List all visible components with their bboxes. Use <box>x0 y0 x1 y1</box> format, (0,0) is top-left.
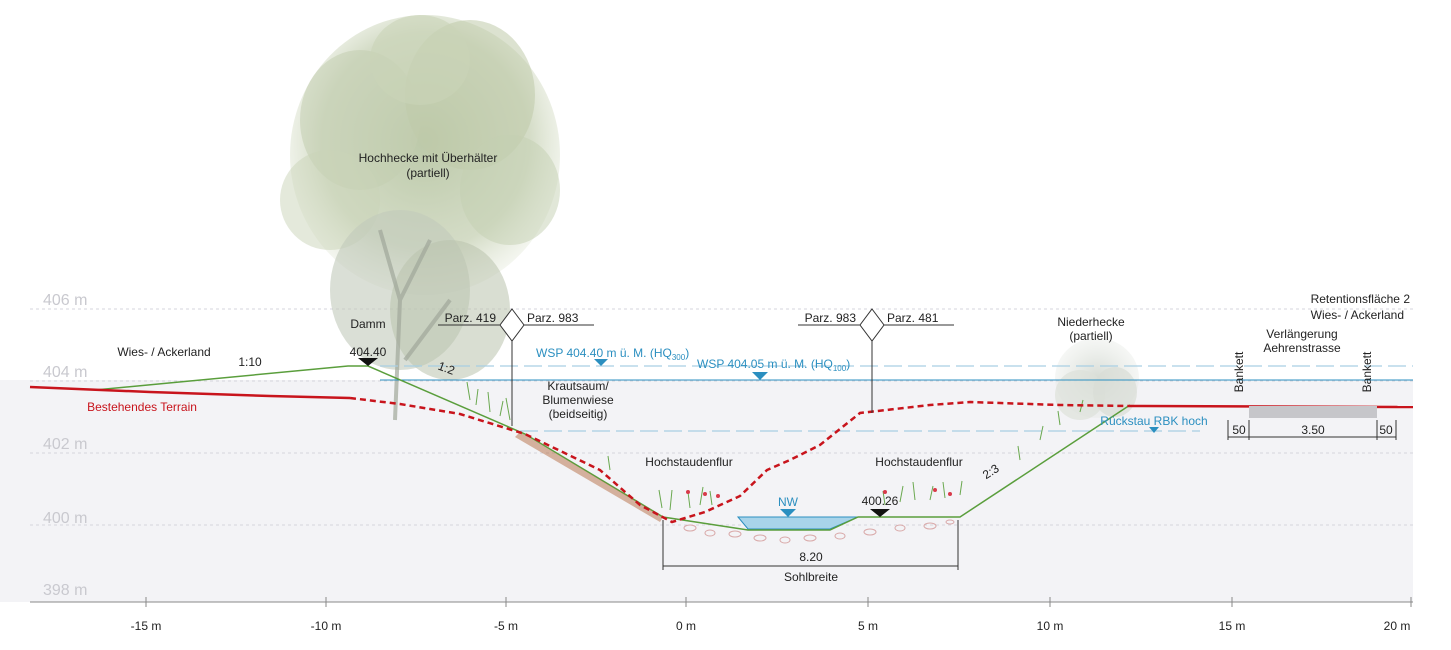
hochstauden-left-label: Hochstaudenflur <box>645 455 732 469</box>
x-tick-label: 15 m <box>1219 619 1246 633</box>
flowers <box>686 488 952 498</box>
land-left-label: Wies- / Ackerland <box>117 345 210 359</box>
niederhecke-line1: Niederhecke <box>1057 315 1125 329</box>
rueckstau-label: Rückstau RBK hoch <box>1100 414 1207 428</box>
x-tick-label: 10 m <box>1037 619 1064 633</box>
hq100-marker <box>752 372 768 380</box>
sohl-width-label: 8.20 <box>799 550 823 564</box>
krautsaum-line3: (beidseitig) <box>549 407 608 421</box>
sohl-label: Sohlbreite <box>784 570 838 584</box>
krautsaum-line2: Blumenwiese <box>542 393 614 407</box>
existing-terrain-dashed <box>349 396 1131 524</box>
sohl-dimension <box>662 520 959 570</box>
riverbed-stones <box>683 519 955 544</box>
elevation-label-406: 406 m <box>43 292 87 309</box>
wsp-hq300-label: WSP 404.40 m ü. M. (HQ300) <box>536 346 689 362</box>
nw-marker <box>780 509 796 517</box>
dim-road-label: 3.50 <box>1301 423 1325 437</box>
dim-right-label: 50 <box>1379 423 1393 437</box>
x-tick-label: 5 m <box>858 619 878 633</box>
dim-left-label: 50 <box>1232 423 1246 437</box>
wsp-hq100-label: WSP 404.05 m ü. M. (HQ100) <box>697 357 850 373</box>
damm-label: Damm <box>350 317 385 331</box>
elevation-label-404: 404 m <box>43 364 87 381</box>
parcel-marker-right <box>798 308 954 413</box>
bush-illustration <box>1055 338 1139 420</box>
parz-left-b: Parz. 983 <box>527 311 579 325</box>
parcel-marker-left <box>438 308 594 426</box>
channel-water <box>736 516 859 530</box>
retention-line1: Retentionsfläche 2 <box>1311 292 1411 306</box>
elevation-label-400: 400 m <box>43 510 87 527</box>
elevation-label-398: 398 m <box>43 582 87 599</box>
x-axis <box>30 597 1413 607</box>
x-tick-label: 0 m <box>676 619 696 633</box>
vegetation <box>466 381 1084 511</box>
x-tick-label: -5 m <box>494 619 518 633</box>
niederhecke-line2: (partiell) <box>1069 329 1112 343</box>
x-tick-label: 20 m <box>1384 619 1411 633</box>
road-line2: Aehrenstrasse <box>1263 341 1341 355</box>
slope-left-label: 1:10 <box>238 355 262 369</box>
dam-fill <box>515 432 663 522</box>
tree-label-line2: (partiell) <box>406 166 449 180</box>
rueckstau-marker <box>1149 427 1159 433</box>
parz-right-a: Parz. 983 <box>805 311 857 325</box>
ground-fill <box>0 380 1413 602</box>
slope-dam-label: 1:2 <box>436 359 457 378</box>
damm-height-marker <box>358 358 378 366</box>
terrain-label: Bestehendes Terrain <box>87 400 197 414</box>
bankett-left-label: Bankett <box>1232 351 1246 392</box>
elevation-label-402: 402 m <box>43 436 87 453</box>
project-profile-line <box>94 365 1131 531</box>
elevation-grid <box>30 308 1413 526</box>
retention-line2: Wies- / Ackerland <box>1311 308 1404 322</box>
x-tick-label: -15 m <box>131 619 162 633</box>
x-tick-label: -10 m <box>311 619 342 633</box>
parz-right-b: Parz. 481 <box>887 311 939 325</box>
tree-label-line1: Hochhecke mit Überhälter <box>359 151 498 165</box>
damm-height-label: 404.40 <box>350 345 387 359</box>
sohle-height-label: 400.26 <box>862 494 899 508</box>
sohle-height-marker <box>870 509 890 517</box>
parz-left-a: Parz. 419 <box>445 311 497 325</box>
existing-terrain-left <box>29 385 351 400</box>
krautsaum-line1: Krautsaum/ <box>547 379 609 393</box>
road-body <box>1249 406 1377 418</box>
nw-label: NW <box>778 495 799 509</box>
hq300-marker <box>594 359 608 366</box>
road-dimensions <box>1227 420 1397 440</box>
tree-illustration <box>280 15 560 421</box>
bankett-right-label: Bankett <box>1360 351 1374 392</box>
road-line1: Verlängerung <box>1266 327 1337 341</box>
hochstauden-right-label: Hochstaudenflur <box>875 455 962 469</box>
